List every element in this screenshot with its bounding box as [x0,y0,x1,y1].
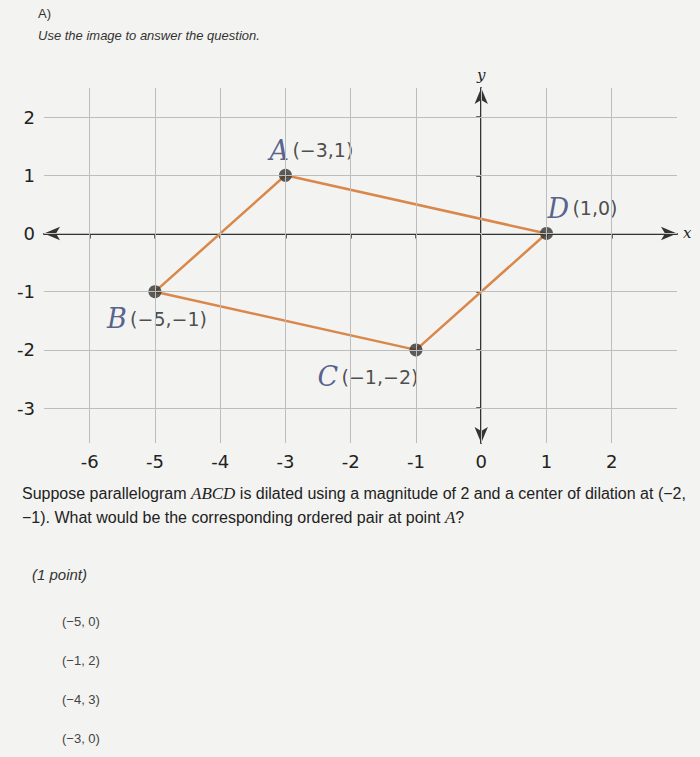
svg-text:B: B [106,303,127,334]
svg-text:-3: -3 [276,451,294,471]
svg-text:1: 1 [541,451,552,471]
html-text:(−3, 0): (−3, 0) [62,731,100,746]
svg-text:C: C [318,361,339,392]
html-text:(1 point): (1 point) [32,566,87,583]
svg-text:A: A [269,134,290,166]
svg-text:-2: -2 [342,451,360,471]
svg-text:-1: -1 [17,281,35,302]
svg-text:y: y [476,66,486,84]
svg-text:(1,0): (1,0) [572,197,617,219]
svg-text:0: 0 [476,451,487,471]
svg-text:-3: -3 [17,398,35,419]
svg-text:-5: -5 [146,451,164,471]
svg-text:-2: -2 [17,339,35,360]
svg-text:2: 2 [24,107,35,128]
html-text:A): A) [38,6,51,21]
svg-text:2: 2 [606,451,617,471]
html-text:(−4, 3): (−4, 3) [62,692,100,707]
svg-text:(−5,−1): (−5,−1) [130,308,207,330]
html-text:Use the image to answer the qu: Use the image to answer the question. [38,28,260,43]
svg-text:(−1,−2): (−1,−2) [342,366,419,388]
svg-text:0: 0 [24,223,35,244]
svg-text:-6: -6 [81,451,99,471]
svg-text:D: D [546,193,569,224]
svg-text:-4: -4 [211,451,229,471]
svg-text:1: 1 [24,165,35,186]
svg-text:(−3,1): (−3,1) [292,139,353,161]
html-text:Suppose parallelogram ABCD is: Suppose parallelogram ABCD is dilated us… [22,484,686,527]
svg-text:-1: -1 [407,451,425,471]
html-text:(−5, 0): (−5, 0) [62,614,100,629]
html-text:(−1, 2): (−1, 2) [62,653,100,668]
svg-text:x: x [683,224,692,242]
